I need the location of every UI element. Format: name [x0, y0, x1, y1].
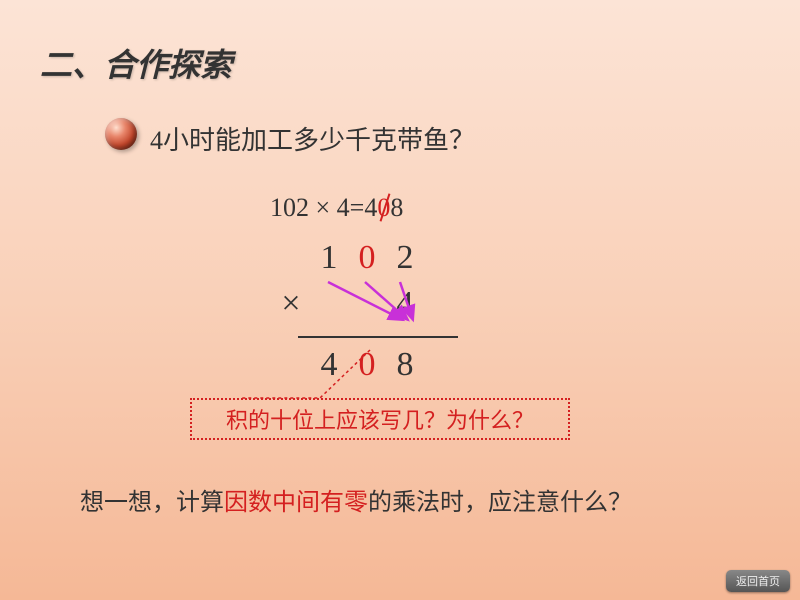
equation-lhs: 102 × 4=4: [270, 193, 377, 222]
operator: ×: [272, 285, 310, 323]
multiplier-row: × 4: [272, 281, 424, 327]
think-pre: 想一想，计算: [80, 490, 224, 516]
digit: 4: [386, 285, 424, 323]
digit: 8: [386, 346, 424, 384]
digit: 0: [348, 346, 386, 384]
think-post: 的乘法时，应注意什么？: [368, 490, 632, 516]
bullet-icon: [105, 118, 137, 150]
digit: 4: [310, 346, 348, 384]
think-highlight: 因数中间有零: [224, 490, 368, 516]
multiplicand-row: 1 0 2: [310, 235, 424, 281]
product-row: 4 0 8: [310, 342, 424, 388]
section-title: 二、合作探索: [40, 40, 232, 86]
think-prompt: 想一想，计算因数中间有零的乘法时，应注意什么？: [80, 482, 632, 517]
digit: 1: [310, 239, 348, 277]
digit: 0: [348, 239, 386, 277]
callout-text: 积的十位上应该写几？为什么？: [226, 403, 534, 435]
digit: 2: [386, 239, 424, 277]
back-button[interactable]: 返回首页: [726, 570, 790, 592]
callout-box: 积的十位上应该写几？为什么？: [190, 398, 570, 440]
horizontal-equation: 102 × 4=408: [270, 193, 403, 223]
vertical-multiplication: 1 0 2 × 4: [310, 235, 424, 327]
equation-strike-digit: 0: [377, 193, 390, 222]
question-text: 4小时能加工多少千克带鱼？: [150, 120, 475, 157]
equation-tail: 8: [390, 193, 403, 222]
division-line: [298, 336, 458, 338]
